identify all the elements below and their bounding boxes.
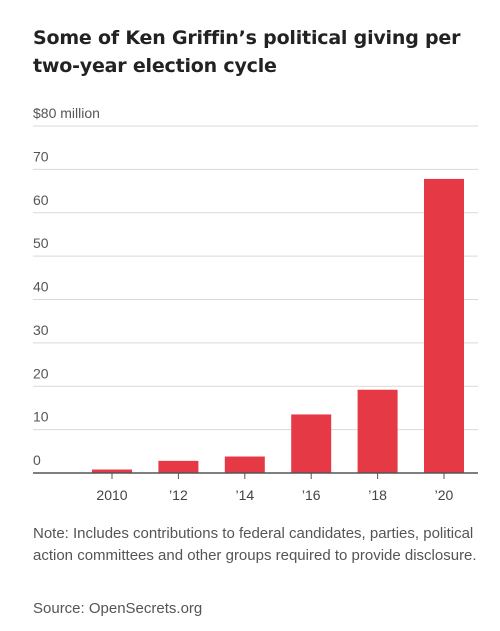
y-axis-ticks: 0 10 20 30 40 50 60 70 $80 million <box>33 105 100 468</box>
bar-1 <box>158 460 199 473</box>
y-tick-label: 60 <box>33 192 49 208</box>
y-tick-label: 10 <box>33 409 49 425</box>
y-tick-label: 30 <box>33 322 49 338</box>
chart-note: Note: Includes contributions to federal … <box>33 525 477 564</box>
x-tick-label: 2010 <box>96 487 127 503</box>
bar-3 <box>291 414 332 473</box>
y-tick-label: 20 <box>33 365 49 381</box>
x-tick-label: ’14 <box>235 487 254 503</box>
bar-2 <box>224 456 265 473</box>
y-tick-label: $80 million <box>33 105 100 121</box>
y-tick-label: 40 <box>33 279 49 295</box>
chart-title: Some of Ken Griffin’s political giving p… <box>33 27 461 77</box>
y-tick-label: 70 <box>33 148 49 164</box>
y-tick-label: 50 <box>33 235 49 251</box>
bar-chart: 0 10 20 30 40 50 60 70 $80 million 2010 ’12 ’14 ’16… <box>33 105 478 503</box>
x-tick-label: ’18 <box>368 487 387 503</box>
y-tick-label: 0 <box>33 452 41 468</box>
x-tick-label: ’12 <box>169 487 188 503</box>
x-tick-label: ’16 <box>302 487 321 503</box>
gridlines <box>33 125 478 431</box>
bar-4 <box>357 389 398 473</box>
x-tick-label: ’20 <box>435 487 454 503</box>
bar-0 <box>92 469 132 473</box>
bar-5 <box>424 178 464 474</box>
bars <box>92 178 464 474</box>
chart-source: Source: OpenSecrets.org <box>33 600 203 617</box>
x-axis-ticks: 2010 ’12 ’14 ’16 ’18 ’20 <box>96 473 454 503</box>
